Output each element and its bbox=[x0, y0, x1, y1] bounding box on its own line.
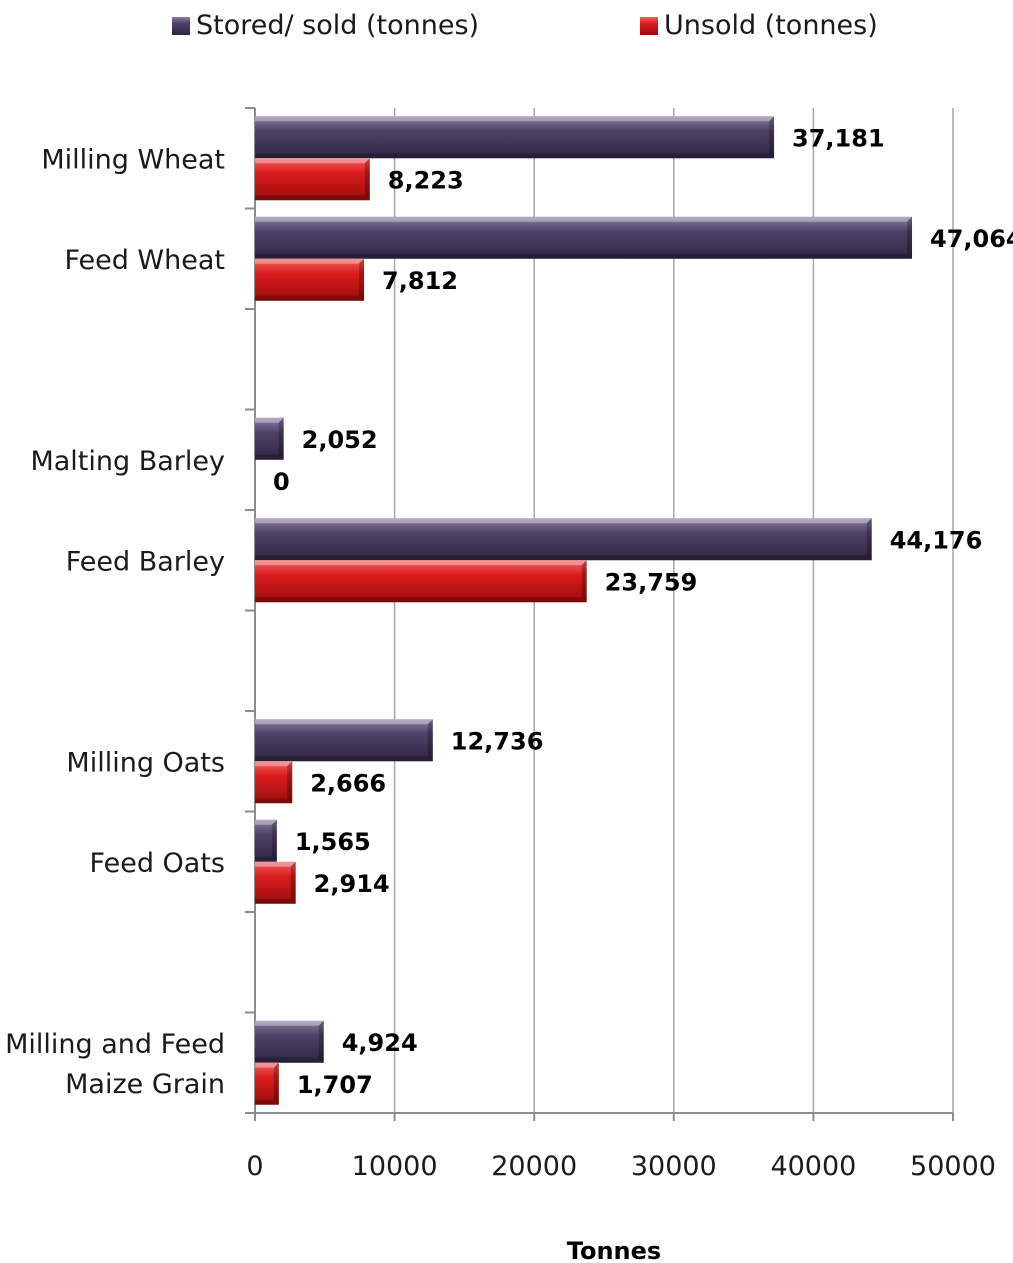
bar-bevel-top bbox=[255, 116, 775, 122]
bar-bevel-bottom bbox=[255, 454, 284, 460]
bar-bevel-end bbox=[907, 216, 913, 259]
data-label: 7,812 bbox=[382, 267, 458, 295]
bar-bevel-bottom bbox=[255, 1057, 324, 1063]
data-label: 37,181 bbox=[792, 124, 885, 152]
x-tick-label: 10000 bbox=[352, 1151, 438, 1182]
bar-stored-sold bbox=[255, 719, 433, 762]
bar-bevel-end bbox=[359, 258, 365, 301]
data-label: 2,666 bbox=[310, 769, 386, 797]
bar-stored-sold bbox=[255, 518, 872, 561]
bar-bevel-top bbox=[255, 560, 587, 566]
gridlines bbox=[393, 108, 954, 1113]
bar-bevel-bottom bbox=[255, 798, 293, 804]
legend: Stored/ sold (tonnes) Unsold (tonnes) bbox=[172, 10, 878, 41]
legend-label-1: Unsold (tonnes) bbox=[664, 10, 878, 41]
bar-bevel-end bbox=[427, 719, 433, 762]
bar-unsold bbox=[255, 1062, 279, 1105]
bar-bevel-bottom bbox=[255, 253, 913, 259]
bar-bevel-bottom bbox=[255, 295, 365, 301]
data-label: 47,064 bbox=[930, 225, 1013, 253]
tick-labels: 0 10000 20000 30000 40000 50000 bbox=[246, 1151, 996, 1182]
data-label: 23,759 bbox=[605, 568, 698, 596]
x-tick-label: 50000 bbox=[910, 1151, 996, 1182]
bar-bevel-bottom bbox=[255, 756, 433, 762]
bar-bevel-end bbox=[866, 518, 872, 561]
data-label: 1,707 bbox=[297, 1071, 373, 1099]
bar-bevel-end bbox=[769, 116, 775, 159]
bar-bevel-bottom bbox=[255, 555, 872, 561]
category-label: Maize Grain bbox=[65, 1069, 225, 1100]
bar-stored-sold bbox=[255, 819, 277, 862]
bar-stored-sold bbox=[255, 216, 913, 259]
bar-bevel-top bbox=[255, 158, 370, 164]
x-tick-label: 20000 bbox=[491, 1151, 577, 1182]
bar-bevel-end bbox=[278, 417, 284, 460]
category-label: Feed Barley bbox=[66, 546, 225, 577]
bar-bevel-top bbox=[255, 216, 913, 222]
bar-bevel-top bbox=[255, 258, 365, 264]
bar-bevel-end bbox=[287, 761, 293, 804]
bar-unsold bbox=[255, 158, 370, 201]
bar-unsold bbox=[255, 258, 365, 301]
legend-swatch-1 bbox=[640, 17, 658, 35]
data-label: 1,565 bbox=[295, 828, 371, 856]
x-axis-title: Tonnes bbox=[567, 1237, 661, 1263]
data-label: 4,924 bbox=[342, 1029, 418, 1057]
category-label: Feed Oats bbox=[90, 848, 225, 879]
bar-stored-sold bbox=[255, 1020, 324, 1063]
bar-bevel-top bbox=[255, 1020, 324, 1026]
bar-bevel-top bbox=[255, 719, 433, 725]
bar-stored-sold bbox=[255, 417, 284, 460]
bar-bevel-bottom bbox=[255, 856, 277, 862]
x-tick-label: 40000 bbox=[770, 1151, 856, 1182]
bar-bevel-bottom bbox=[255, 195, 370, 201]
category-label: Feed Wheat bbox=[64, 245, 225, 276]
x-tick-label: 30000 bbox=[631, 1151, 717, 1182]
bar-bevel-end bbox=[364, 158, 370, 201]
category-label: Milling Oats bbox=[66, 747, 225, 778]
bar-bevel-top bbox=[255, 1062, 279, 1068]
bar-bevel-top bbox=[255, 518, 872, 524]
bar-unsold bbox=[255, 560, 587, 603]
bar-bevel-top bbox=[255, 861, 296, 867]
bar-bevel-bottom bbox=[255, 597, 587, 603]
data-label: 0 bbox=[273, 468, 290, 496]
bar-bevel-end bbox=[273, 1062, 279, 1105]
bar-bevel-end bbox=[581, 560, 587, 603]
data-label: 2,052 bbox=[302, 426, 378, 454]
bar-bevel-top bbox=[255, 761, 293, 767]
legend-swatch-0 bbox=[172, 17, 190, 35]
bar-bevel-top bbox=[255, 417, 284, 423]
data-label: 44,176 bbox=[890, 526, 983, 554]
bar-bevel-bottom bbox=[255, 153, 775, 159]
category-label: Milling Wheat bbox=[41, 144, 225, 175]
bar-bevel-end bbox=[271, 819, 277, 862]
bars bbox=[255, 116, 913, 1105]
bar-unsold bbox=[255, 761, 293, 804]
category-labels: Milling Wheat Feed Wheat Malting Barley Fee… bbox=[5, 144, 225, 1100]
bar-bevel-top bbox=[255, 819, 277, 825]
data-label: 8,223 bbox=[388, 166, 464, 194]
legend-label-0: Stored/ sold (tonnes) bbox=[196, 10, 479, 41]
bar-bevel-end bbox=[290, 861, 296, 904]
category-label: Milling and Feed bbox=[5, 1029, 225, 1060]
data-label: 2,914 bbox=[314, 870, 390, 898]
category-label: Malting Barley bbox=[30, 446, 225, 477]
bar-bevel-bottom bbox=[255, 1099, 279, 1105]
bar-stored-sold bbox=[255, 116, 775, 159]
bar-bevel-end bbox=[318, 1020, 324, 1063]
bar-unsold bbox=[255, 861, 296, 904]
value-labels: 37,181 8,223 47,064 7,812 2,052 0 44,176 23,759… bbox=[273, 124, 1013, 1099]
bar-bevel-bottom bbox=[255, 898, 296, 904]
x-tick-label: 0 bbox=[246, 1151, 263, 1182]
data-label: 12,736 bbox=[451, 727, 544, 755]
